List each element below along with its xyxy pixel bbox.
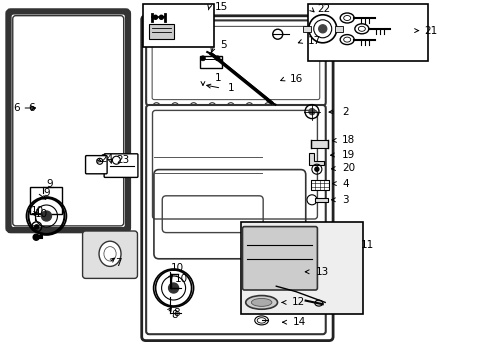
Circle shape [35,225,39,229]
FancyBboxPatch shape [85,156,107,174]
Text: 20: 20 [342,163,355,174]
Ellipse shape [254,316,268,325]
FancyBboxPatch shape [82,231,137,278]
Text: 13: 13 [315,267,328,277]
Polygon shape [308,153,323,165]
Circle shape [168,283,178,293]
Bar [30,187,62,214]
Text: 10: 10 [171,263,184,273]
Bar [334,26,342,32]
Text: 9: 9 [46,179,53,189]
Text: 21: 21 [424,26,437,36]
Ellipse shape [314,300,322,306]
Text: 4: 4 [342,179,348,189]
Ellipse shape [340,35,353,45]
Text: 14: 14 [292,317,305,327]
FancyBboxPatch shape [8,11,128,231]
Text: 17: 17 [307,36,321,46]
FancyBboxPatch shape [146,105,325,334]
Bar [310,140,327,148]
Text: 23: 23 [116,155,129,165]
Ellipse shape [251,298,271,306]
Ellipse shape [245,296,277,309]
FancyBboxPatch shape [104,154,138,177]
Text: 6: 6 [14,103,20,113]
Circle shape [153,15,157,19]
Circle shape [308,109,314,114]
Circle shape [314,167,318,171]
Text: 18: 18 [342,135,355,145]
Circle shape [33,234,39,240]
Text: 24: 24 [100,154,113,164]
Ellipse shape [99,241,121,266]
Text: 11: 11 [360,240,373,250]
Circle shape [159,15,163,19]
Text: 15: 15 [215,2,228,12]
Circle shape [41,211,51,221]
Text: 12: 12 [291,297,304,307]
Text: 10: 10 [30,206,43,216]
Bar [143,4,214,47]
Text: 2: 2 [342,107,348,117]
Ellipse shape [340,13,353,23]
Bar [310,180,328,190]
Text: 10: 10 [175,274,188,284]
Text: 8: 8 [171,310,178,320]
Ellipse shape [354,24,368,34]
Text: 9: 9 [43,188,50,198]
Text: 1: 1 [227,83,234,93]
Bar [199,56,221,68]
FancyBboxPatch shape [146,21,325,105]
Bar [149,24,173,39]
Text: 1: 1 [215,73,222,84]
Text: 22: 22 [316,4,329,14]
Circle shape [318,25,326,33]
Text: 10: 10 [35,209,48,219]
Text: 19: 19 [342,150,355,160]
Text: 6: 6 [28,103,35,113]
Bar [240,222,362,314]
Text: 5: 5 [220,40,226,50]
Text: 8: 8 [173,308,180,318]
Bar [315,198,327,202]
Circle shape [215,56,220,61]
FancyBboxPatch shape [142,16,332,341]
FancyBboxPatch shape [242,226,317,290]
Text: 3: 3 [342,195,348,205]
Circle shape [200,56,205,61]
Text: 16: 16 [289,74,303,84]
Bar [302,26,310,32]
Bar [307,4,427,61]
Text: 7: 7 [115,258,122,268]
